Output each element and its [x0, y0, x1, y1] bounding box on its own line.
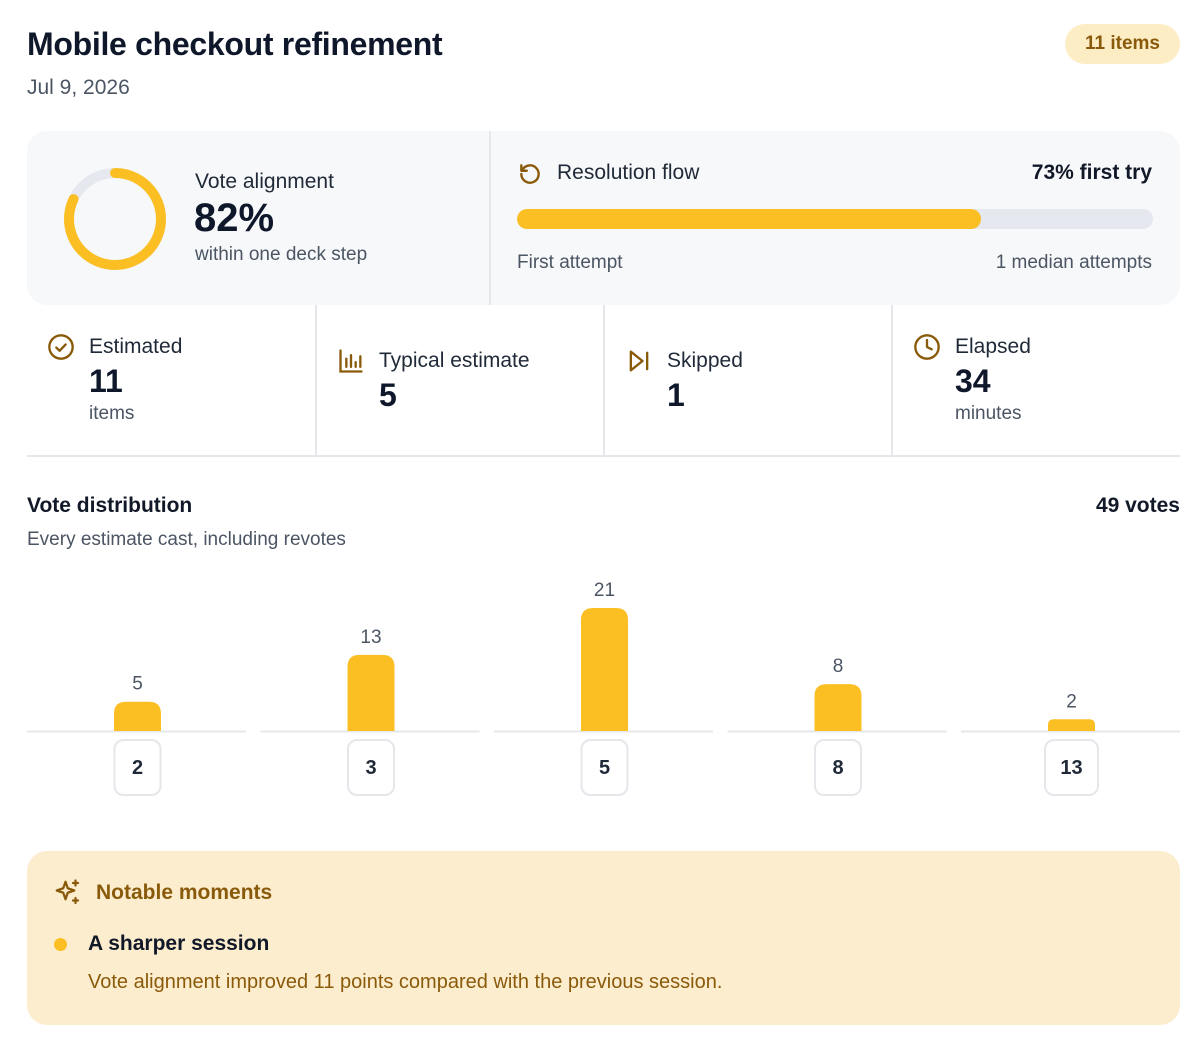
resolution-foot-right: 1 median attempts [995, 252, 1152, 273]
stat-label: Skipped [667, 349, 743, 372]
bar-chart-icon [339, 349, 363, 373]
chart-bar [114, 701, 161, 731]
chart-category-label: 3 [365, 757, 376, 779]
stat-value: 5 [379, 377, 397, 413]
distribution-title: Vote distribution [27, 494, 193, 517]
summary-divider [489, 131, 491, 305]
chart-bar [581, 608, 628, 731]
alignment-label: Vote alignment [195, 170, 334, 193]
page-title: Mobile checkout refinement [27, 26, 443, 62]
distribution-total: 49 votes [1095, 494, 1180, 517]
check-circle-icon [48, 334, 74, 360]
chart-category-label: 13 [1060, 757, 1082, 779]
resolution-progress-fill [517, 209, 982, 229]
chart-value-label: 21 [594, 580, 615, 601]
stat-label: Elapsed [955, 335, 1031, 358]
stat-elapsed: Elapsed 34 minutes [891, 305, 1180, 455]
notable-moments-panel: Notable moments A sharper session Vote a… [27, 851, 1180, 1025]
skip-forward-icon [629, 350, 649, 372]
chart-category-label: 5 [599, 757, 610, 779]
refresh-icon [520, 164, 540, 184]
chart-category-chip [1044, 739, 1099, 796]
stat-skipped: Skipped 1 [603, 305, 891, 455]
moment-body: Vote alignment improved 11 points compar… [88, 971, 723, 993]
stats-row: Estimated 11 items Typical estimate 5 Sk… [27, 305, 1180, 457]
chart-category-chip [814, 739, 862, 796]
vote-distribution-chart: 5 2 13 3 21 5 8 8 2 13 [27, 580, 1180, 796]
moment-title: A sharper session [88, 932, 270, 955]
alignment-value: 82% [194, 196, 275, 240]
chart-bar [1048, 719, 1095, 731]
chart-category-chip [113, 739, 162, 796]
resolution-label: Resolution flow [557, 161, 700, 184]
resolution-progress [517, 209, 1153, 229]
stat-value: 1 [667, 377, 685, 413]
chart-category-label: 2 [132, 757, 143, 779]
page-header: Mobile checkout refinement Jul 9, 2026 1… [27, 24, 1180, 104]
chart-category-label: 8 [832, 757, 843, 779]
distribution-subtitle: Every estimate cast, including revotes [27, 529, 346, 550]
alignment-subtitle: within one deck step [195, 244, 368, 265]
chart-value-label: 13 [360, 627, 381, 648]
stat-unit: minutes [955, 403, 1022, 424]
session-date: Jul 9, 2026 [27, 76, 130, 99]
moment-bullet [54, 938, 67, 951]
moments-title: Notable moments [96, 881, 273, 904]
chart-bar [347, 654, 395, 731]
resolution-foot-left: First attempt [517, 252, 623, 273]
chart-category-chip [580, 739, 629, 796]
stat-estimated: Estimated 11 items [27, 305, 315, 455]
items-count-badge: 11 items [1065, 24, 1180, 64]
clock-icon [914, 334, 940, 360]
stat-unit: items [89, 403, 135, 424]
stat-value: 34 [955, 363, 991, 399]
chart-value-label: 5 [132, 674, 143, 695]
stat-typical-estimate: Typical estimate 5 [315, 305, 603, 455]
sparkles-icon [55, 879, 80, 905]
stat-value: 11 [89, 363, 123, 399]
chart-bar [814, 684, 862, 731]
summary-card: Vote alignment 82% within one deck step … [27, 131, 1180, 305]
stat-label: Estimated [89, 335, 183, 358]
stat-label: Typical estimate [379, 349, 530, 372]
chart-category-chip [347, 739, 395, 796]
alignment-donut [64, 168, 166, 270]
chart-value-label: 2 [1066, 691, 1077, 712]
chart-value-label: 8 [833, 656, 844, 677]
resolution-summary: 73% first try [1031, 161, 1152, 184]
